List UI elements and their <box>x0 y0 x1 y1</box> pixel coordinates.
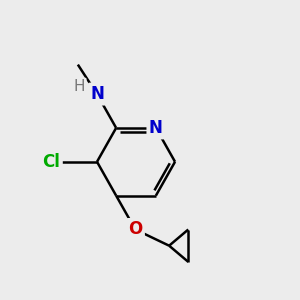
Text: N: N <box>90 85 104 103</box>
Text: H: H <box>74 79 85 94</box>
Text: O: O <box>128 220 142 238</box>
Text: Cl: Cl <box>42 153 60 171</box>
Text: N: N <box>149 119 163 137</box>
